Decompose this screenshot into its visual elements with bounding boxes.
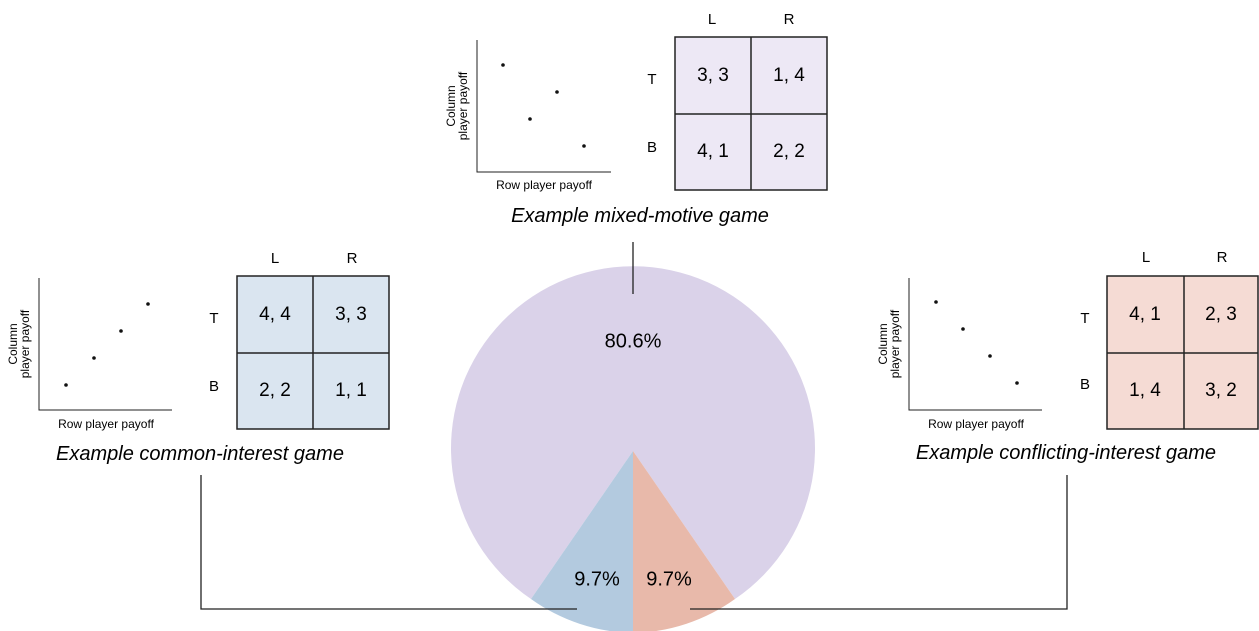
mixed-cell-TL: 3, 3 <box>697 65 729 86</box>
conflicting-col-header-L: L <box>1142 249 1150 266</box>
common-cell-TR: 3, 3 <box>335 304 367 325</box>
pie-label-mixed-motive: 80.6% <box>605 330 662 352</box>
mixed-cell-BL: 4, 1 <box>697 141 729 162</box>
mixed-cell-TR: 1, 4 <box>773 65 805 86</box>
common-col-header-L: L <box>271 250 279 267</box>
mixed-scatter-plot: Row player payoff Column player payoff <box>444 40 611 192</box>
common-col-header-R: R <box>347 250 358 267</box>
common-plot-ylabel-line1: Column <box>6 323 20 364</box>
pie-slice-common-interest <box>531 451 633 631</box>
conflicting-plot-point <box>1015 381 1019 385</box>
conflicting-col-header-R: R <box>1217 249 1228 266</box>
conflicting-interest-game: Row player payoff Column player payoff L… <box>876 249 1259 464</box>
conflicting-plot-xlabel: Row player payoff <box>928 417 1024 431</box>
mixed-motive-game: Row player payoff Column player payoff L… <box>444 11 828 227</box>
mixed-plot-point <box>501 63 505 67</box>
common-row-header-T: T <box>209 310 218 327</box>
connector-conflicting <box>690 475 1068 610</box>
conflicting-cell-TL: 4, 1 <box>1129 304 1161 325</box>
common-plot-point <box>119 329 123 333</box>
mixed-plot-xlabel: Row player payoff <box>496 178 592 192</box>
mixed-plot-ylabel-line2: player payoff <box>456 71 470 140</box>
conflicting-plot-ylabel-line1: Column <box>876 323 890 364</box>
mixed-plot-point <box>528 117 532 121</box>
pie-slice-mixed-motive <box>451 266 816 599</box>
common-plot-point <box>92 356 96 360</box>
mixed-row-header-T: T <box>647 71 656 88</box>
conflicting-cell-TR: 2, 3 <box>1205 304 1237 325</box>
conflicting-plot-point <box>961 327 965 331</box>
mixed-cell-BR: 2, 2 <box>773 141 805 162</box>
conflicting-plot-axes <box>908 278 1042 411</box>
common-cell-TL: 4, 4 <box>259 304 291 325</box>
conflicting-caption: Example conflicting-interest game <box>916 442 1216 464</box>
pie-chart: 80.6% 9.7% 9.7% <box>451 266 816 631</box>
pie-slice-conflicting-interest <box>633 451 735 631</box>
mixed-plot-ylabel-line1: Column <box>444 85 458 126</box>
common-plot-axes <box>38 278 172 411</box>
conflicting-payoff-matrix: L R T B 4, 1 2, 3 1, 4 3, 2 <box>1080 249 1259 430</box>
conflicting-cell-BL: 1, 4 <box>1129 380 1161 401</box>
mixed-plot-point <box>582 144 586 148</box>
common-plot-xlabel: Row player payoff <box>58 417 154 431</box>
mixed-col-header-L: L <box>708 11 716 28</box>
mixed-plot-axes <box>476 40 611 173</box>
conflicting-row-header-T: T <box>1080 310 1089 327</box>
conflicting-scatter-plot: Row player payoff Column player payoff <box>876 278 1042 431</box>
connector-lines <box>200 242 1068 610</box>
mixed-col-header-R: R <box>784 11 795 28</box>
conflicting-plot-point <box>934 300 938 304</box>
mixed-plot-point <box>555 90 559 94</box>
common-payoff-matrix: L R T B 4, 4 3, 3 2, 2 1, 1 <box>209 250 390 430</box>
conflicting-plot-ylabel-line2: player payoff <box>888 309 902 378</box>
conflicting-plot-point <box>988 354 992 358</box>
mixed-payoff-matrix: L R T B 3, 3 1, 4 4, 1 2, 2 <box>647 11 828 191</box>
common-caption: Example common-interest game <box>56 443 344 465</box>
common-scatter-plot: Row player payoff Column player payoff <box>6 278 172 431</box>
conflicting-cell-BR: 3, 2 <box>1205 380 1237 401</box>
common-plot-point <box>146 302 150 306</box>
common-plot-ylabel-line2: player payoff <box>18 309 32 378</box>
connector-common <box>200 475 577 610</box>
common-row-header-B: B <box>209 378 219 395</box>
mixed-caption: Example mixed-motive game <box>511 205 769 227</box>
pie-label-conflicting-interest: 9.7% <box>646 568 692 590</box>
common-cell-BL: 2, 2 <box>259 380 291 401</box>
common-plot-point <box>64 383 68 387</box>
pie-label-common-interest: 9.7% <box>574 568 620 590</box>
mixed-row-header-B: B <box>647 139 657 156</box>
common-cell-BR: 1, 1 <box>335 380 367 401</box>
common-interest-game: Row player payoff Column player payoff L… <box>6 250 390 465</box>
conflicting-row-header-B: B <box>1080 376 1090 393</box>
